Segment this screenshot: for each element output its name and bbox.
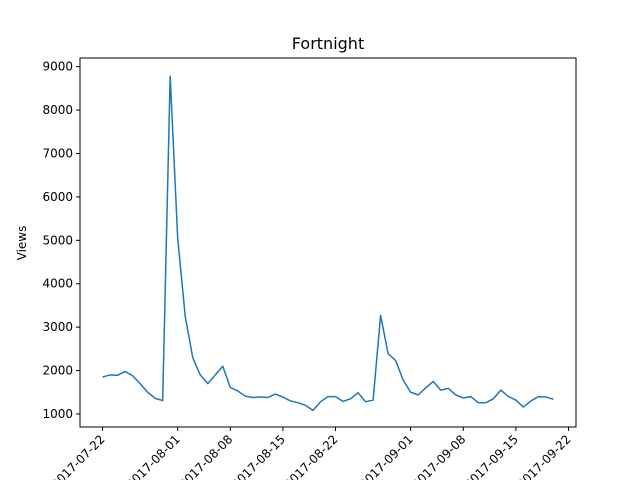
y-tick-label: 2000 (42, 364, 73, 378)
x-tick-label: 2017-08-01 (124, 432, 183, 480)
y-tick-label: 3000 (42, 320, 73, 334)
plot-area: 1000 2000 3000 4000 5000 6000 7000 8000 9000 2017… (42, 60, 573, 480)
x-tick-label: 2017-07-22 (48, 432, 107, 480)
x-tick-label: 2017-09-22 (514, 432, 573, 480)
series-line (102, 75, 554, 412)
x-tick-label: 2017-08-22 (281, 432, 340, 480)
y-tick-label: 4000 (42, 277, 73, 291)
x-tick-label: 2017-09-08 (409, 432, 468, 480)
x-tick-label: 2017-08-15 (229, 432, 288, 480)
y-axis-label: Views (15, 226, 29, 261)
plot-frame (79, 57, 577, 428)
y-tick-label: 9000 (42, 60, 73, 74)
y-tick-label: 7000 (42, 147, 73, 161)
y-tick-label: 1000 (42, 407, 73, 421)
chart-title: Fortnight (292, 34, 364, 53)
x-tick-label: 2017-09-01 (357, 432, 416, 480)
x-tick-label: 2017-08-08 (176, 432, 235, 480)
y-tick-label: 5000 (42, 233, 73, 247)
x-tick-label: 2017-09-15 (462, 432, 521, 480)
y-tick-label: 8000 (42, 103, 73, 117)
y-tick-label: 6000 (42, 190, 73, 204)
